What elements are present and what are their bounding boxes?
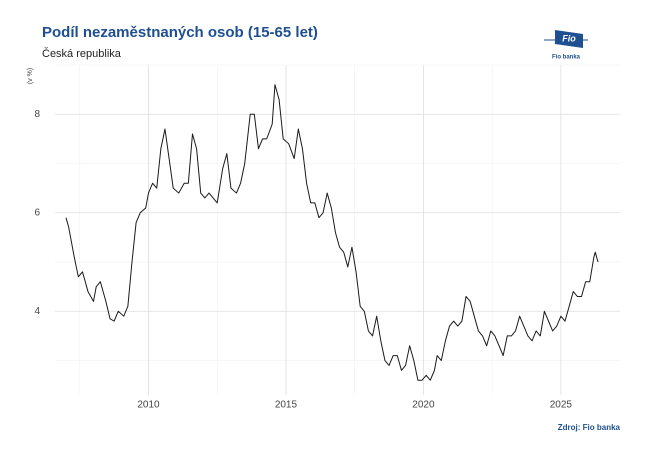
source: Zdroj: Fio banka: [558, 423, 621, 432]
y-axis-label: (v %): [27, 68, 34, 84]
y-tick-label: 4: [34, 306, 40, 317]
x-tick-label: 2020: [412, 400, 435, 411]
y-tick-label: 6: [34, 207, 40, 218]
data-line: [65, 84, 599, 381]
logo: Fio Fio banka: [544, 30, 588, 61]
logo-flag: [555, 30, 583, 48]
y-tick-label: 8: [34, 109, 40, 120]
x-tick-label: 2015: [275, 400, 298, 411]
chart-subtitle: Česká republika: [42, 47, 122, 60]
x-tick-label: 2010: [137, 400, 160, 411]
logo-mark: Fio: [562, 33, 576, 43]
chart-title: Podíl nezaměstnaných osob (15-65 let): [42, 24, 318, 41]
logo-name: Fio banka: [552, 55, 581, 61]
x-tick-label: 2025: [550, 400, 573, 411]
